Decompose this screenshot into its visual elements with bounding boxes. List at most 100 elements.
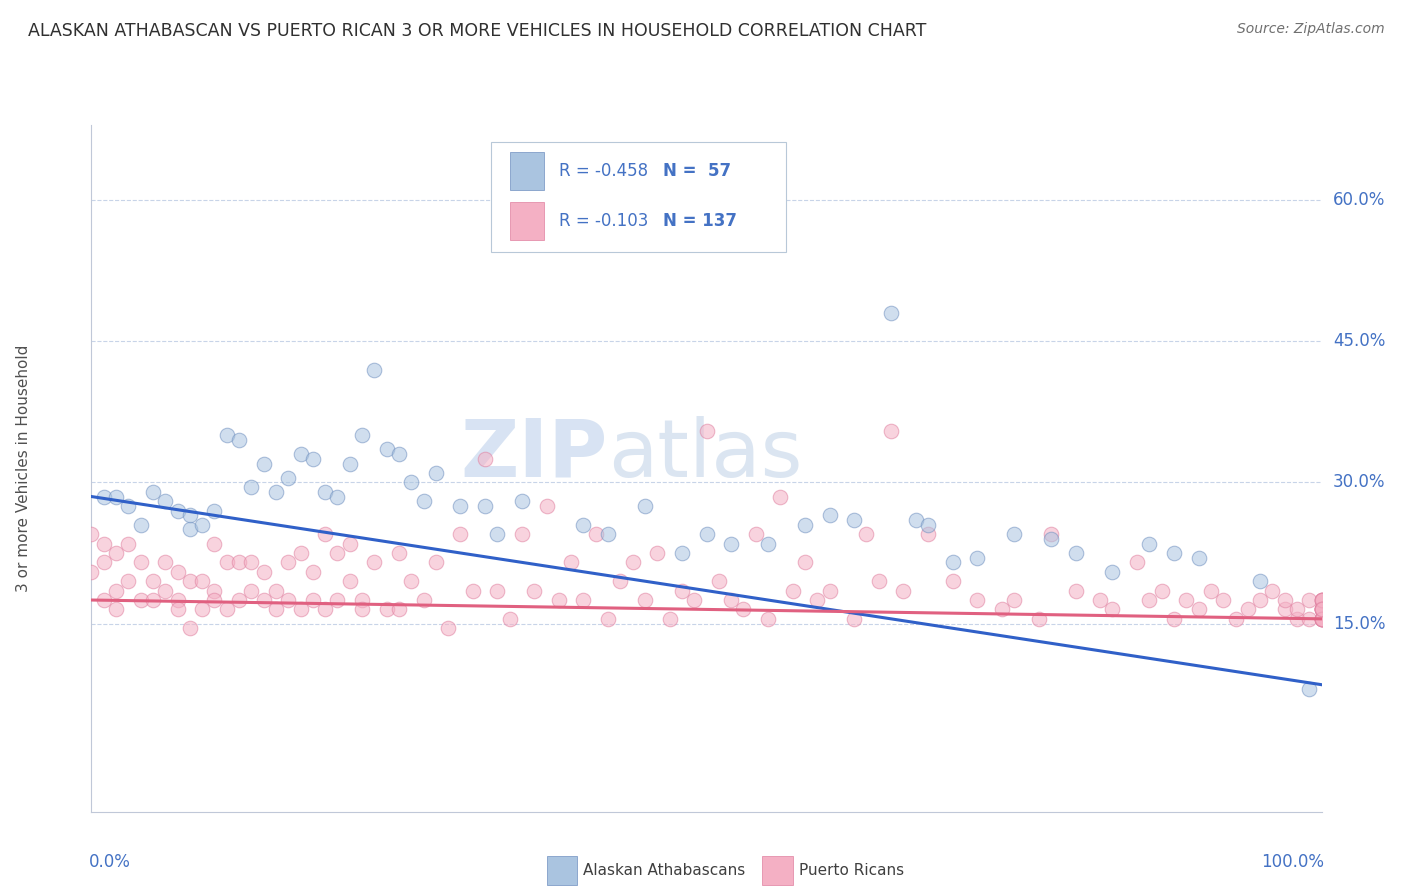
Point: [129, 555, 152, 569]
Point: [1175, 593, 1198, 607]
Point: [117, 499, 139, 513]
Point: [695, 424, 717, 438]
Point: [375, 602, 398, 616]
Point: [375, 442, 398, 457]
Point: [596, 527, 619, 541]
Point: [153, 583, 177, 598]
Point: [153, 494, 177, 508]
Point: [363, 362, 385, 376]
Point: [264, 484, 287, 499]
Point: [142, 593, 165, 607]
Point: [658, 612, 681, 626]
Point: [277, 593, 299, 607]
Text: Alaskan Athabascans: Alaskan Athabascans: [583, 863, 745, 878]
Point: [891, 583, 914, 598]
Point: [202, 503, 225, 517]
Point: [1310, 612, 1333, 626]
Point: [868, 574, 890, 589]
Point: [202, 583, 225, 598]
Point: [1039, 527, 1063, 541]
Point: [240, 555, 263, 569]
Point: [510, 494, 533, 508]
Point: [264, 602, 287, 616]
Point: [1002, 593, 1025, 607]
Point: [596, 612, 619, 626]
Point: [769, 490, 792, 504]
Point: [215, 555, 238, 569]
Point: [486, 583, 509, 598]
Point: [449, 499, 471, 513]
Point: [449, 527, 471, 541]
Point: [855, 527, 877, 541]
Point: [720, 536, 742, 550]
Point: [609, 574, 631, 589]
Point: [1310, 612, 1333, 626]
Point: [191, 602, 214, 616]
Text: ALASKAN ATHABASCAN VS PUERTO RICAN 3 OR MORE VEHICLES IN HOUSEHOLD CORRELATION C: ALASKAN ATHABASCAN VS PUERTO RICAN 3 OR …: [28, 22, 927, 40]
Point: [105, 583, 127, 598]
Text: 100.0%: 100.0%: [1261, 853, 1324, 871]
Point: [917, 527, 939, 541]
Point: [1310, 602, 1333, 616]
Text: 45.0%: 45.0%: [1333, 333, 1385, 351]
Point: [179, 574, 201, 589]
Text: ZIP: ZIP: [461, 416, 607, 493]
Point: [1249, 593, 1271, 607]
Point: [1028, 612, 1050, 626]
Point: [339, 536, 361, 550]
Point: [412, 593, 434, 607]
Point: [707, 574, 730, 589]
Point: [572, 517, 595, 532]
Point: [880, 424, 903, 438]
Point: [240, 480, 263, 494]
Point: [1310, 602, 1333, 616]
Point: [793, 517, 815, 532]
Point: [1163, 546, 1185, 560]
Point: [782, 583, 804, 598]
Point: [290, 602, 312, 616]
Point: [1310, 612, 1333, 626]
Point: [179, 508, 201, 523]
Point: [523, 583, 546, 598]
Point: [1064, 546, 1087, 560]
Point: [228, 433, 250, 447]
Text: 0.0%: 0.0%: [89, 853, 131, 871]
Point: [536, 499, 558, 513]
Point: [352, 428, 374, 442]
Point: [105, 546, 127, 560]
Point: [1237, 602, 1260, 616]
Point: [1101, 602, 1123, 616]
Point: [1310, 602, 1333, 616]
Point: [264, 583, 287, 598]
Point: [179, 523, 201, 537]
Point: [917, 517, 939, 532]
Point: [756, 612, 779, 626]
Point: [314, 484, 336, 499]
Point: [1310, 612, 1333, 626]
Point: [1274, 602, 1296, 616]
Point: [1310, 593, 1333, 607]
Point: [117, 536, 139, 550]
Point: [202, 593, 225, 607]
Point: [277, 471, 299, 485]
Point: [1298, 682, 1320, 697]
Point: [425, 466, 447, 480]
Point: [253, 565, 276, 579]
Text: Puerto Ricans: Puerto Ricans: [799, 863, 904, 878]
Bar: [491, 142, 786, 252]
Point: [695, 527, 717, 541]
Point: [215, 602, 238, 616]
Point: [1187, 602, 1209, 616]
Point: [1126, 555, 1149, 569]
Point: [412, 494, 434, 508]
Text: 60.0%: 60.0%: [1333, 191, 1385, 209]
Point: [818, 583, 841, 598]
Bar: [547, 856, 578, 885]
Point: [1139, 536, 1161, 550]
Point: [966, 550, 988, 565]
Bar: [762, 856, 793, 885]
Text: R = -0.103: R = -0.103: [560, 212, 648, 230]
Point: [1039, 532, 1063, 546]
Point: [880, 306, 903, 320]
Point: [80, 565, 103, 579]
